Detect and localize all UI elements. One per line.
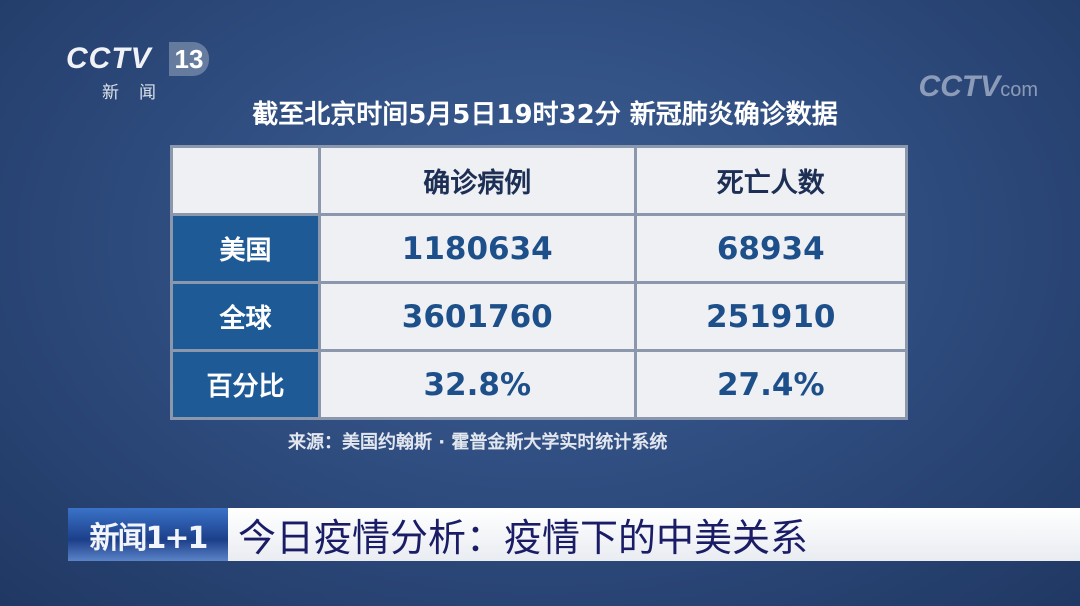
lower-third: 新闻1+1 今日疫情分析：疫情下的中美关系	[68, 508, 1080, 561]
table-row: 美国 1180634 68934	[173, 216, 905, 281]
header-deaths: 死亡人数	[636, 148, 905, 213]
row-label: 美国	[173, 216, 318, 281]
source-note: 来源：美国约翰斯 · 霍普金斯大学实时统计系统	[288, 432, 668, 453]
page-title: 截至北京时间5月5日19时32分 新冠肺炎确诊数据	[252, 100, 838, 130]
deaths-cell: 68934	[636, 216, 905, 281]
header-blank	[173, 148, 318, 213]
row-label: 百分比	[173, 352, 318, 417]
data-table: 确诊病例 死亡人数 美国 1180634 68934 全球 3601760 25…	[170, 145, 908, 420]
logo-subtitle: 新闻	[102, 83, 176, 103]
program-logo: 新闻1+1	[68, 508, 228, 561]
cctv-com-watermark: CCTVcom	[919, 70, 1038, 104]
logo-channel: 13	[169, 42, 209, 76]
table-row: 全球 3601760 251910	[173, 284, 905, 349]
cctv13-logo: CCTV 13 新闻	[66, 42, 209, 103]
deaths-cell: 27.4%	[636, 352, 905, 417]
table-header-row: 确诊病例 死亡人数	[173, 148, 905, 213]
header-confirmed: 确诊病例	[321, 148, 634, 213]
table-row: 百分比 32.8% 27.4%	[173, 352, 905, 417]
row-label: 全球	[173, 284, 318, 349]
watermark-suffix: com	[1000, 79, 1038, 101]
watermark-brand: CCTV	[918, 70, 1001, 103]
headline: 今日疫情分析：疫情下的中美关系	[228, 508, 1080, 561]
logo-brand: CCTV	[66, 42, 152, 75]
confirmed-cell: 32.8%	[321, 352, 634, 417]
deaths-cell: 251910	[636, 284, 905, 349]
confirmed-cell: 1180634	[321, 216, 634, 281]
confirmed-cell: 3601760	[321, 284, 634, 349]
